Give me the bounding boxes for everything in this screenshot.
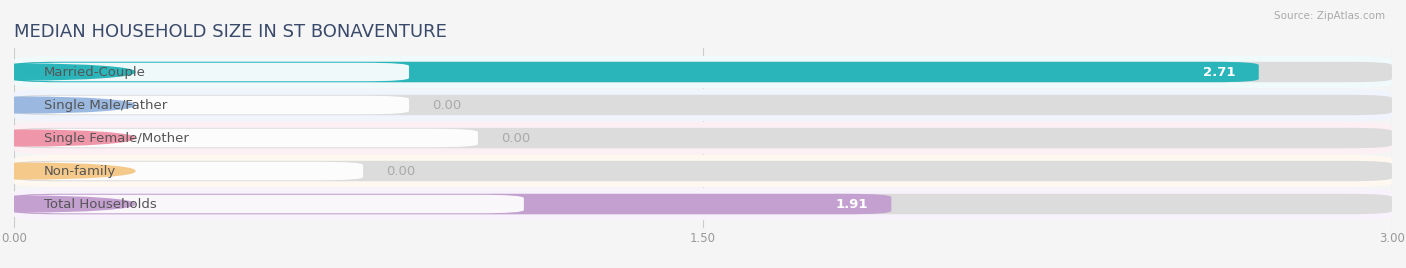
Text: 2.71: 2.71	[1204, 65, 1236, 79]
FancyBboxPatch shape	[14, 188, 1392, 220]
FancyBboxPatch shape	[14, 56, 1392, 88]
FancyBboxPatch shape	[18, 129, 478, 147]
FancyBboxPatch shape	[14, 194, 891, 214]
Text: 0.00: 0.00	[387, 165, 415, 177]
Circle shape	[0, 196, 135, 212]
Text: Single Female/Mother: Single Female/Mother	[44, 132, 188, 144]
Text: Non-family: Non-family	[44, 165, 117, 177]
FancyBboxPatch shape	[18, 63, 409, 81]
Text: Married-Couple: Married-Couple	[44, 65, 146, 79]
FancyBboxPatch shape	[14, 62, 1392, 82]
Circle shape	[0, 64, 135, 80]
Circle shape	[0, 163, 135, 179]
FancyBboxPatch shape	[18, 96, 409, 114]
Text: Source: ZipAtlas.com: Source: ZipAtlas.com	[1274, 11, 1385, 21]
FancyBboxPatch shape	[14, 62, 1258, 82]
FancyBboxPatch shape	[14, 128, 1392, 148]
Circle shape	[0, 130, 135, 146]
FancyBboxPatch shape	[14, 122, 1392, 154]
Text: Total Households: Total Households	[44, 198, 156, 211]
Text: MEDIAN HOUSEHOLD SIZE IN ST BONAVENTURE: MEDIAN HOUSEHOLD SIZE IN ST BONAVENTURE	[14, 23, 447, 41]
FancyBboxPatch shape	[18, 195, 524, 213]
Text: 0.00: 0.00	[501, 132, 530, 144]
FancyBboxPatch shape	[14, 161, 1392, 181]
Text: 1.91: 1.91	[835, 198, 869, 211]
FancyBboxPatch shape	[14, 194, 1392, 214]
FancyBboxPatch shape	[18, 162, 363, 180]
FancyBboxPatch shape	[14, 155, 1392, 187]
FancyBboxPatch shape	[14, 95, 1392, 115]
Text: Single Male/Father: Single Male/Father	[44, 99, 167, 111]
Circle shape	[0, 97, 135, 113]
Text: 0.00: 0.00	[432, 99, 461, 111]
FancyBboxPatch shape	[14, 89, 1392, 121]
